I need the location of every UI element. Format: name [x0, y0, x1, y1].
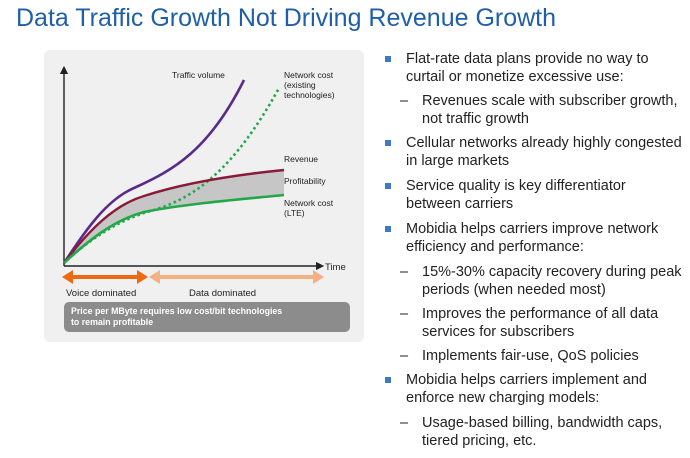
revenue-label: Revenue [284, 154, 318, 164]
bullet-text: Mobidia helps carriers implement and enf… [406, 372, 647, 406]
bullet-text: Mobidia helps carriers improve network e… [406, 221, 659, 255]
dash-marker: – [400, 264, 409, 280]
sub-bullet-item: – Improves the performance of all data se… [384, 305, 684, 341]
traffic-revenue-diagram: Traffic volume Network cost (existing te… [59, 65, 350, 332]
bullet-text: Usage-based billing, bandwidth caps, tie… [422, 415, 663, 449]
time-axis-label: Time [325, 262, 346, 273]
bullet-text: 15%-30% capacity recovery during peak pe… [422, 264, 682, 298]
network-cost-lte-curve [63, 193, 285, 264]
bullet-text: Improves the performance of all data ser… [422, 306, 659, 340]
dash-marker: – [400, 415, 409, 431]
bullet-text: Implements fair-use, QoS policies [422, 348, 639, 364]
profitability-label: Profitability [284, 176, 326, 186]
bullet-item: Cellular networks already highly congest… [384, 134, 684, 170]
bullet-text: Cellular networks already highly congest… [406, 135, 682, 169]
dash-marker: – [400, 348, 409, 364]
traffic-volume-curve [62, 79, 246, 264]
voice-arrow-right-head [137, 270, 148, 284]
bullet-text: Service quality is key differentiator be… [406, 178, 626, 212]
data-dominated-label: Data dominated [189, 288, 256, 299]
sub-bullet-item: – Implements fair-use, QoS policies [384, 347, 684, 365]
dash-marker: – [400, 306, 409, 322]
sub-bullet-item: –15%-30% capacity recovery during peak p… [384, 263, 684, 299]
bullet-item: Service quality is key differentiator be… [384, 177, 684, 213]
voice-arrow-left-head [62, 270, 73, 284]
bullet-list: Flat-rate data plans provide no way to c… [384, 50, 684, 456]
bullet-item: Mobidia helps carriers implement and enf… [384, 371, 684, 407]
bullet-text: Flat-rate data plans provide no way to c… [406, 51, 649, 85]
voice-dominated-label: Voice dominated [66, 288, 136, 299]
note-box [64, 302, 350, 332]
slide-title: Data Traffic Growth Not Driving Revenue … [16, 4, 557, 32]
sub-bullet-item: – Usage-based billing, bandwidth caps, ti… [384, 414, 684, 450]
bullet-item: Flat-rate data plans provide no way to c… [384, 50, 684, 86]
data-arrow-right-head [313, 270, 324, 284]
sub-bullet-item: – Revenues scale with subscriber growth, … [384, 92, 684, 128]
profitability-area [64, 170, 284, 263]
data-arrow-left-head [149, 270, 160, 284]
network-cost-existing-label: Network cost (existing technologies) [284, 70, 336, 100]
bullet-text: Revenues scale with subscriber growth, n… [422, 93, 678, 127]
note-text: Price per MByte requires low cost/bit te… [71, 306, 285, 327]
revenue-curve [63, 168, 285, 264]
diagram-panel: Traffic volume Network cost (existing te… [44, 50, 364, 342]
dash-marker: – [400, 93, 409, 109]
traffic-volume-label: Traffic volume [172, 70, 225, 80]
bullet-item: Mobidia helps carriers improve network e… [384, 220, 684, 256]
network-cost-lte-label: Network cost (LTE) [284, 198, 336, 218]
